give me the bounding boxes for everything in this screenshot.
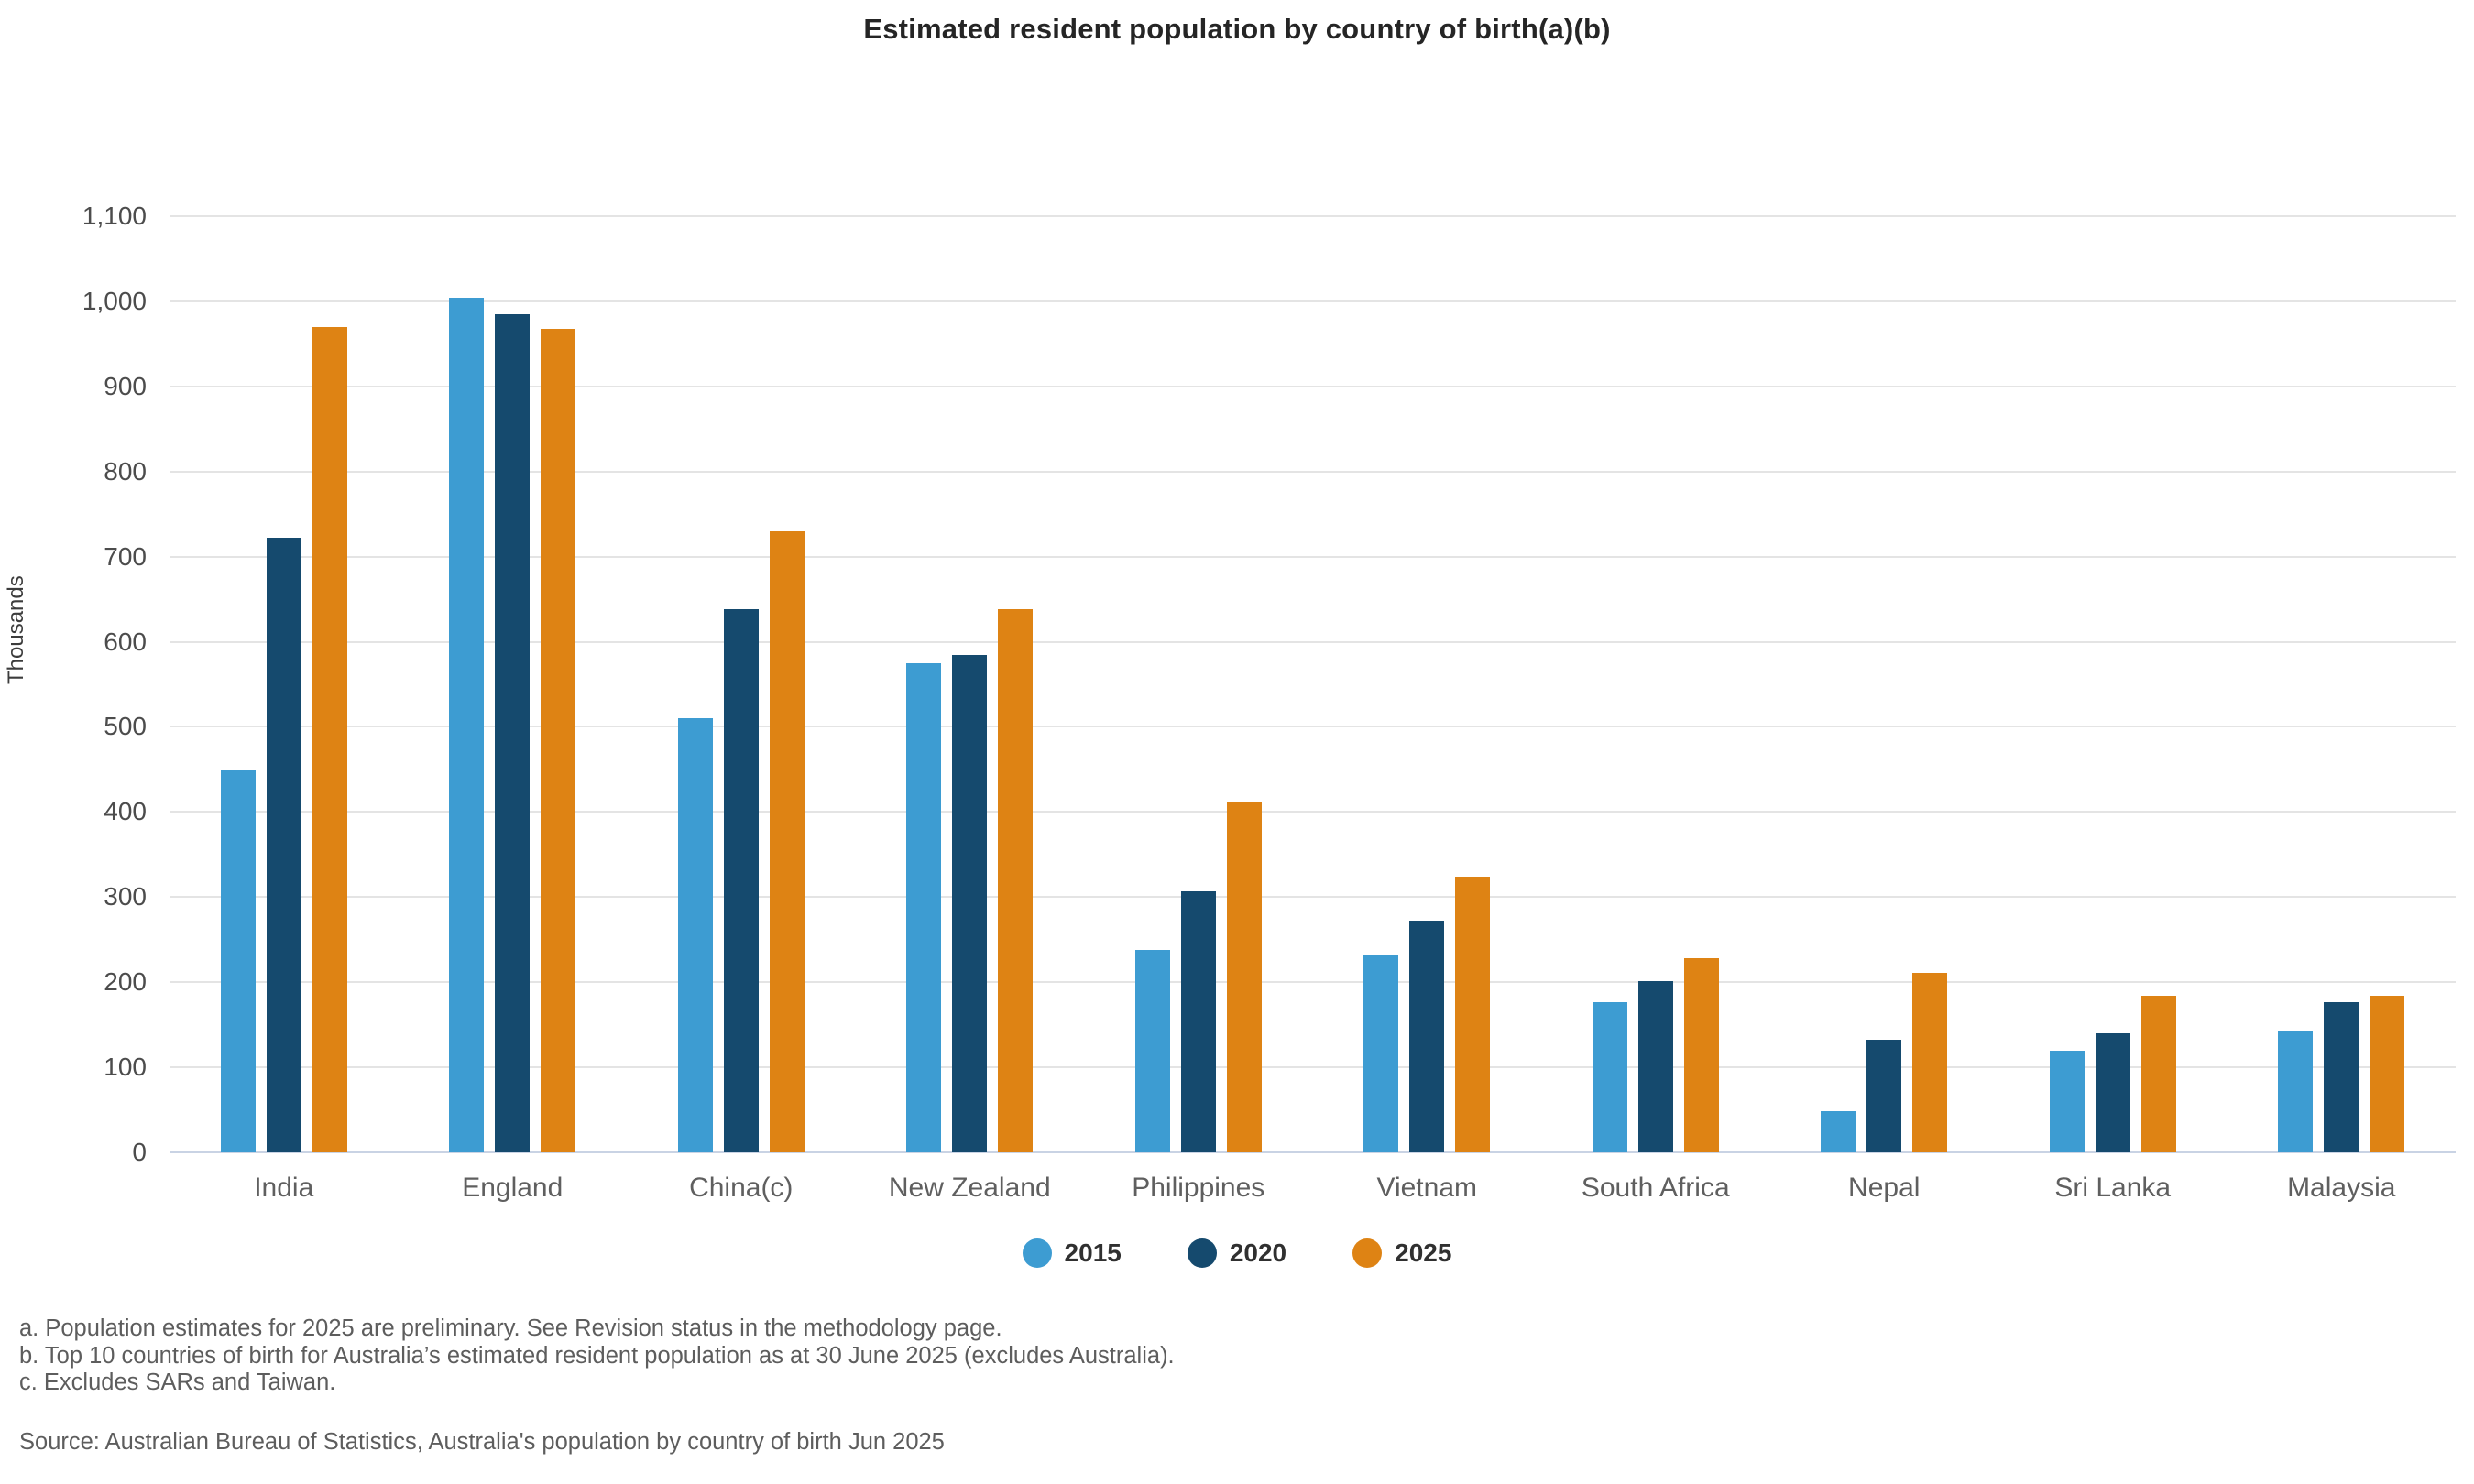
category-label: Malaysia <box>2287 1173 2396 1203</box>
source-attribution: Source: Australian Bureau of Statistics,… <box>19 1429 945 1455</box>
bar-2015-malaysia[interactable] <box>2278 1031 2314 1152</box>
legend-item-2015[interactable]: 2015 <box>1022 1238 1122 1268</box>
bar-2025-england[interactable] <box>541 328 576 1152</box>
bar-group-south-africa: South Africa <box>1541 216 1770 1203</box>
bar-group-philippines: Philippines <box>1084 216 1313 1203</box>
bar-2015-england[interactable] <box>449 298 485 1152</box>
bar-2020-malaysia[interactable] <box>2324 1001 2359 1152</box>
bar-2020-nepal[interactable] <box>1866 1040 1902 1152</box>
bar-2015-nepal[interactable] <box>1821 1111 1856 1152</box>
bar-2025-malaysia[interactable] <box>2370 996 2405 1152</box>
y-tick-label: 600 <box>104 627 147 656</box>
legend-swatch-icon <box>1352 1238 1383 1268</box>
gridline <box>170 640 2456 643</box>
bar-2020-new-zealand[interactable] <box>952 655 988 1152</box>
bar-2025-new-zealand[interactable] <box>998 609 1034 1152</box>
bar-group-vietnam: Vietnam <box>1313 216 1542 1203</box>
bar-2025-india[interactable] <box>312 326 347 1152</box>
bar-2020-india[interactable] <box>266 538 301 1152</box>
y-tick-label: 500 <box>104 712 147 741</box>
legend-label: 2025 <box>1395 1238 1452 1267</box>
gridline <box>170 470 2456 473</box>
category-label: New Zealand <box>888 1173 1051 1203</box>
bar-group-nepal: Nepal <box>1770 216 1999 1203</box>
bar-group-india: India <box>170 216 399 1203</box>
gridline <box>170 300 2456 302</box>
bar-groups-layer: India England China(c) New Zealand Philippin… <box>170 216 2457 1203</box>
legend-label: 2020 <box>1229 1238 1287 1267</box>
y-tick-label: 900 <box>104 371 147 400</box>
y-tick-label: 100 <box>104 1053 147 1082</box>
plot-area <box>170 215 2456 1153</box>
footnotes: a. Population estimates for 2025 are pre… <box>19 1315 1175 1397</box>
bar-2020-china-c-[interactable] <box>723 609 759 1152</box>
bar-2015-sri-lanka[interactable] <box>2049 1051 2085 1152</box>
y-tick-label: 800 <box>104 456 147 486</box>
chart-title: Estimated resident population by country… <box>863 13 1611 45</box>
category-label: South Africa <box>1581 1173 1730 1203</box>
bar-2015-india[interactable] <box>220 769 256 1152</box>
y-tick-label: 1,000 <box>82 286 147 315</box>
legend: 2015 2020 2025 <box>0 1238 2474 1268</box>
gridline <box>170 215 2456 217</box>
bar-2025-philippines[interactable] <box>1226 802 1262 1152</box>
footnote-a: a. Population estimates for 2025 are pre… <box>19 1315 1002 1341</box>
bar-2025-south-africa[interactable] <box>1683 958 1719 1152</box>
legend-swatch-icon <box>1022 1238 1052 1268</box>
bar-2020-south-africa[interactable] <box>1637 981 1673 1152</box>
y-tick-label: 700 <box>104 541 147 571</box>
legend-swatch-icon <box>1187 1238 1217 1268</box>
bar-group-malaysia: Malaysia <box>2228 216 2457 1203</box>
bar-2025-vietnam[interactable] <box>1455 876 1491 1152</box>
gridline <box>170 1066 2456 1069</box>
footnote-b: b. Top 10 countries of birth for Austral… <box>19 1342 1175 1369</box>
y-tick-label: 1,100 <box>82 202 147 230</box>
bar-2015-south-africa[interactable] <box>1592 1001 1627 1152</box>
bar-group-england: England <box>399 216 628 1203</box>
category-label: India <box>254 1173 314 1203</box>
y-tick-label: 0 <box>132 1138 147 1166</box>
category-label: China(c) <box>689 1173 794 1203</box>
gridline <box>170 555 2456 558</box>
gridline <box>170 896 2456 899</box>
footnote-c: c. Excludes SARs and Taiwan. <box>19 1369 336 1395</box>
y-tick-label: 400 <box>104 797 147 826</box>
bar-2025-china-c-[interactable] <box>769 530 805 1152</box>
category-label: Nepal <box>1848 1173 1921 1203</box>
gridline <box>170 726 2456 728</box>
legend-item-2020[interactable]: 2020 <box>1187 1238 1287 1268</box>
category-label: Vietnam <box>1376 1173 1477 1203</box>
legend-item-2025[interactable]: 2025 <box>1352 1238 1451 1268</box>
bar-2015-vietnam[interactable] <box>1363 954 1399 1152</box>
category-label: Sri Lanka <box>2054 1173 2172 1203</box>
bar-2015-china-c-[interactable] <box>677 718 713 1152</box>
bar-2020-vietnam[interactable] <box>1409 921 1445 1152</box>
category-label: Philippines <box>1132 1173 1265 1203</box>
y-tick-label: 200 <box>104 967 147 997</box>
bar-2015-philippines[interactable] <box>1134 949 1170 1152</box>
gridline <box>170 811 2456 813</box>
y-axis-tick-labels: 0 100 200 300 400 500 600 700 800 900 1,000 1,100 <box>0 202 147 1166</box>
gridline <box>170 981 2456 984</box>
bar-2020-england[interactable] <box>495 313 531 1152</box>
category-label: England <box>462 1173 564 1203</box>
bar-2020-sri-lanka[interactable] <box>2095 1032 2130 1152</box>
bar-group-china-c-: China(c) <box>627 216 856 1203</box>
x-axis-line <box>170 1151 2456 1153</box>
gridline <box>170 385 2456 387</box>
bar-group-new-zealand: New Zealand <box>856 216 1085 1203</box>
bar-group-sri-lanka: Sri Lanka <box>1998 216 2228 1203</box>
bar-2015-new-zealand[interactable] <box>906 662 942 1152</box>
legend-label: 2015 <box>1064 1238 1122 1267</box>
bar-2020-philippines[interactable] <box>1180 890 1216 1152</box>
bar-2025-sri-lanka[interactable] <box>2140 996 2176 1152</box>
bar-2025-nepal[interactable] <box>1912 972 1948 1152</box>
y-tick-label: 300 <box>104 882 147 911</box>
